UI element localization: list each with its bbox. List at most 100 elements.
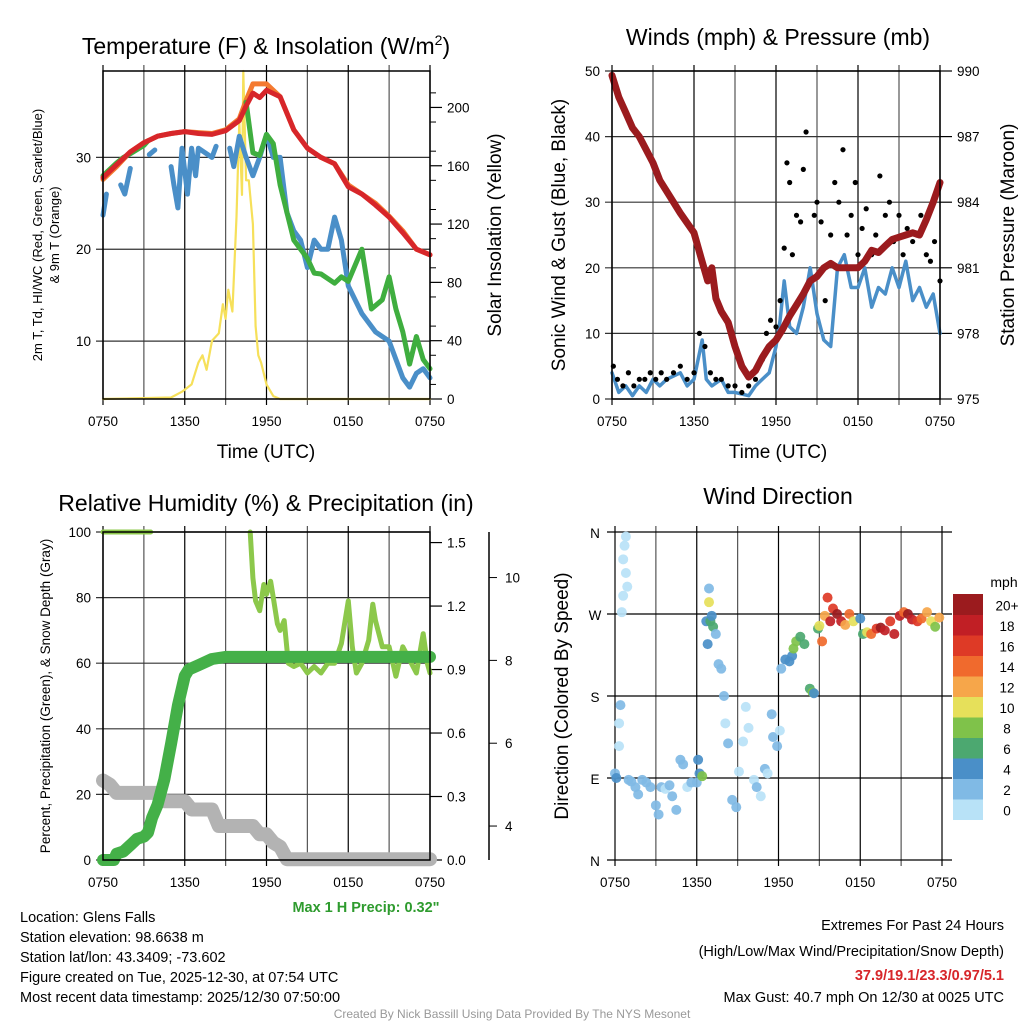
x-tick-label: 0150 [333,875,363,890]
x-tick-label: 0750 [925,414,955,429]
x-tick-label: 1950 [251,875,281,890]
y-tick-label: 30 [585,195,600,210]
gust-point [625,370,632,376]
gust-point [882,212,888,218]
wind-direction-point [614,718,625,729]
temperature-panel-title: Temperature (F) & Insolation (W/m2) [82,32,450,59]
gust-point [777,298,783,304]
wind-direction-point [822,592,833,603]
wind-direction-point [832,609,843,619]
gust-point [910,238,916,245]
panel-1-grid [102,65,431,405]
gust-point [900,252,906,258]
colorbar-label: 20+ [996,598,1019,613]
gust-point [931,238,938,245]
wind-direction-point [633,789,644,800]
colorbar-label: 4 [1003,762,1011,777]
x-tick-label: 0150 [843,414,873,429]
snow-depth-line [96,773,437,867]
winds-panel: Winds (mph) & Pressure (mb) Time (UTC) S… [549,24,1019,463]
wind-direction-point [930,621,941,632]
gust-point [707,370,714,376]
wind-direction-point [667,791,678,802]
wind-direction-point [733,766,744,777]
y2-tick-label: 990 [957,64,980,79]
pressure-y-label: Station Pressure (Maroon) [998,124,1019,347]
wind-direction-point [650,800,661,811]
location-text: Location: Glens Falls [20,910,155,926]
direction-tick-label: E [590,772,599,787]
wind-direction-point [615,700,626,711]
extremes-values: 37.9/19.1/23.3/0.97/5.1 [855,968,1004,984]
direction-tick-label: N [590,526,600,541]
y2-tick-label: 987 [957,130,980,145]
gust-point [725,383,731,389]
temperature-x-label: Time (UTC) [217,442,316,463]
x-tick-label: 0750 [600,875,630,890]
wind-direction-point [738,736,749,747]
gust-point [828,232,834,238]
wind-direction-point [704,583,715,594]
winds-y-label: Sonic Wind & Gust (Blue, Black) [549,99,570,371]
y-tick-label: 80 [76,591,91,606]
gust-point [620,383,626,389]
colorbar-swatch [953,717,983,738]
gust-point [787,179,793,186]
gust-point [684,376,690,382]
heat-index-windchill-line [100,131,433,390]
x-tick-label: 1350 [682,875,712,890]
wind-direction-point [716,663,727,674]
wind-direction-point [799,639,810,650]
winds-x-label: Time (UTC) [729,442,828,463]
wind-direction-point [693,754,704,765]
wind-direction-point [710,629,721,640]
wind-direction-point [645,782,656,793]
gust-point [691,370,697,376]
gust-point [752,376,759,382]
colorbar-swatch [953,635,983,656]
colorbar-label: 16 [999,639,1014,654]
y-tick-label: 10 [585,326,600,341]
colorbar-title: mph [990,574,1017,590]
humidity-panel-title: Relative Humidity (%) & Precipitation (i… [58,490,473,516]
gust-point [803,129,809,135]
gust-point [840,147,846,153]
winds-panel-title: Winds (mph) & Pressure (mb) [626,24,930,50]
x-tick-label: 0750 [415,414,445,429]
y2-tick-label: 1.5 [447,536,466,551]
colorbar-label: 8 [1003,721,1011,736]
temperature-panel: Temperature (F) & Insolation (W/m2) Time… [30,32,506,463]
gust-point [927,258,934,264]
y-tick-label: 40 [585,130,600,145]
y2-tick-label: 981 [957,261,980,276]
gust-point [713,376,719,382]
gust-point [773,324,779,330]
gust-point [789,252,796,258]
y-tick-label: 60 [76,656,91,671]
wind-direction-point [814,620,825,631]
colorbar-swatch [953,737,983,759]
gust-point [896,212,902,218]
gust-point [647,370,653,376]
x-tick-label: 0150 [333,414,363,429]
wind-direction-point [885,616,896,627]
gust-point [763,330,770,336]
max-precip-annotation: Max 1 H Precip: 0.32" [292,900,439,916]
colorbar-label: 10 [999,701,1014,716]
gust-point [793,212,800,218]
colorbar-label: 14 [999,660,1015,675]
wind-direction-point [743,722,754,733]
temperature-y-label-1: 2m T, Td, HI/WC (Red, Green, Scarlet/Blu… [30,109,45,361]
y2-tick-label: 1.2 [447,599,466,614]
x-tick-label: 0750 [415,875,445,890]
y2-tick-label: 978 [957,326,980,341]
wind-direction-point [731,802,742,813]
gust-point [818,219,824,225]
wind-direction-point [618,590,629,601]
wind-direction-point [840,619,851,630]
gust-point [732,383,738,389]
x-tick-label: 0750 [88,875,118,890]
y2-tick-label: 120 [447,217,470,232]
wind-direction-point [774,725,785,736]
wind-direction-point [723,738,734,749]
